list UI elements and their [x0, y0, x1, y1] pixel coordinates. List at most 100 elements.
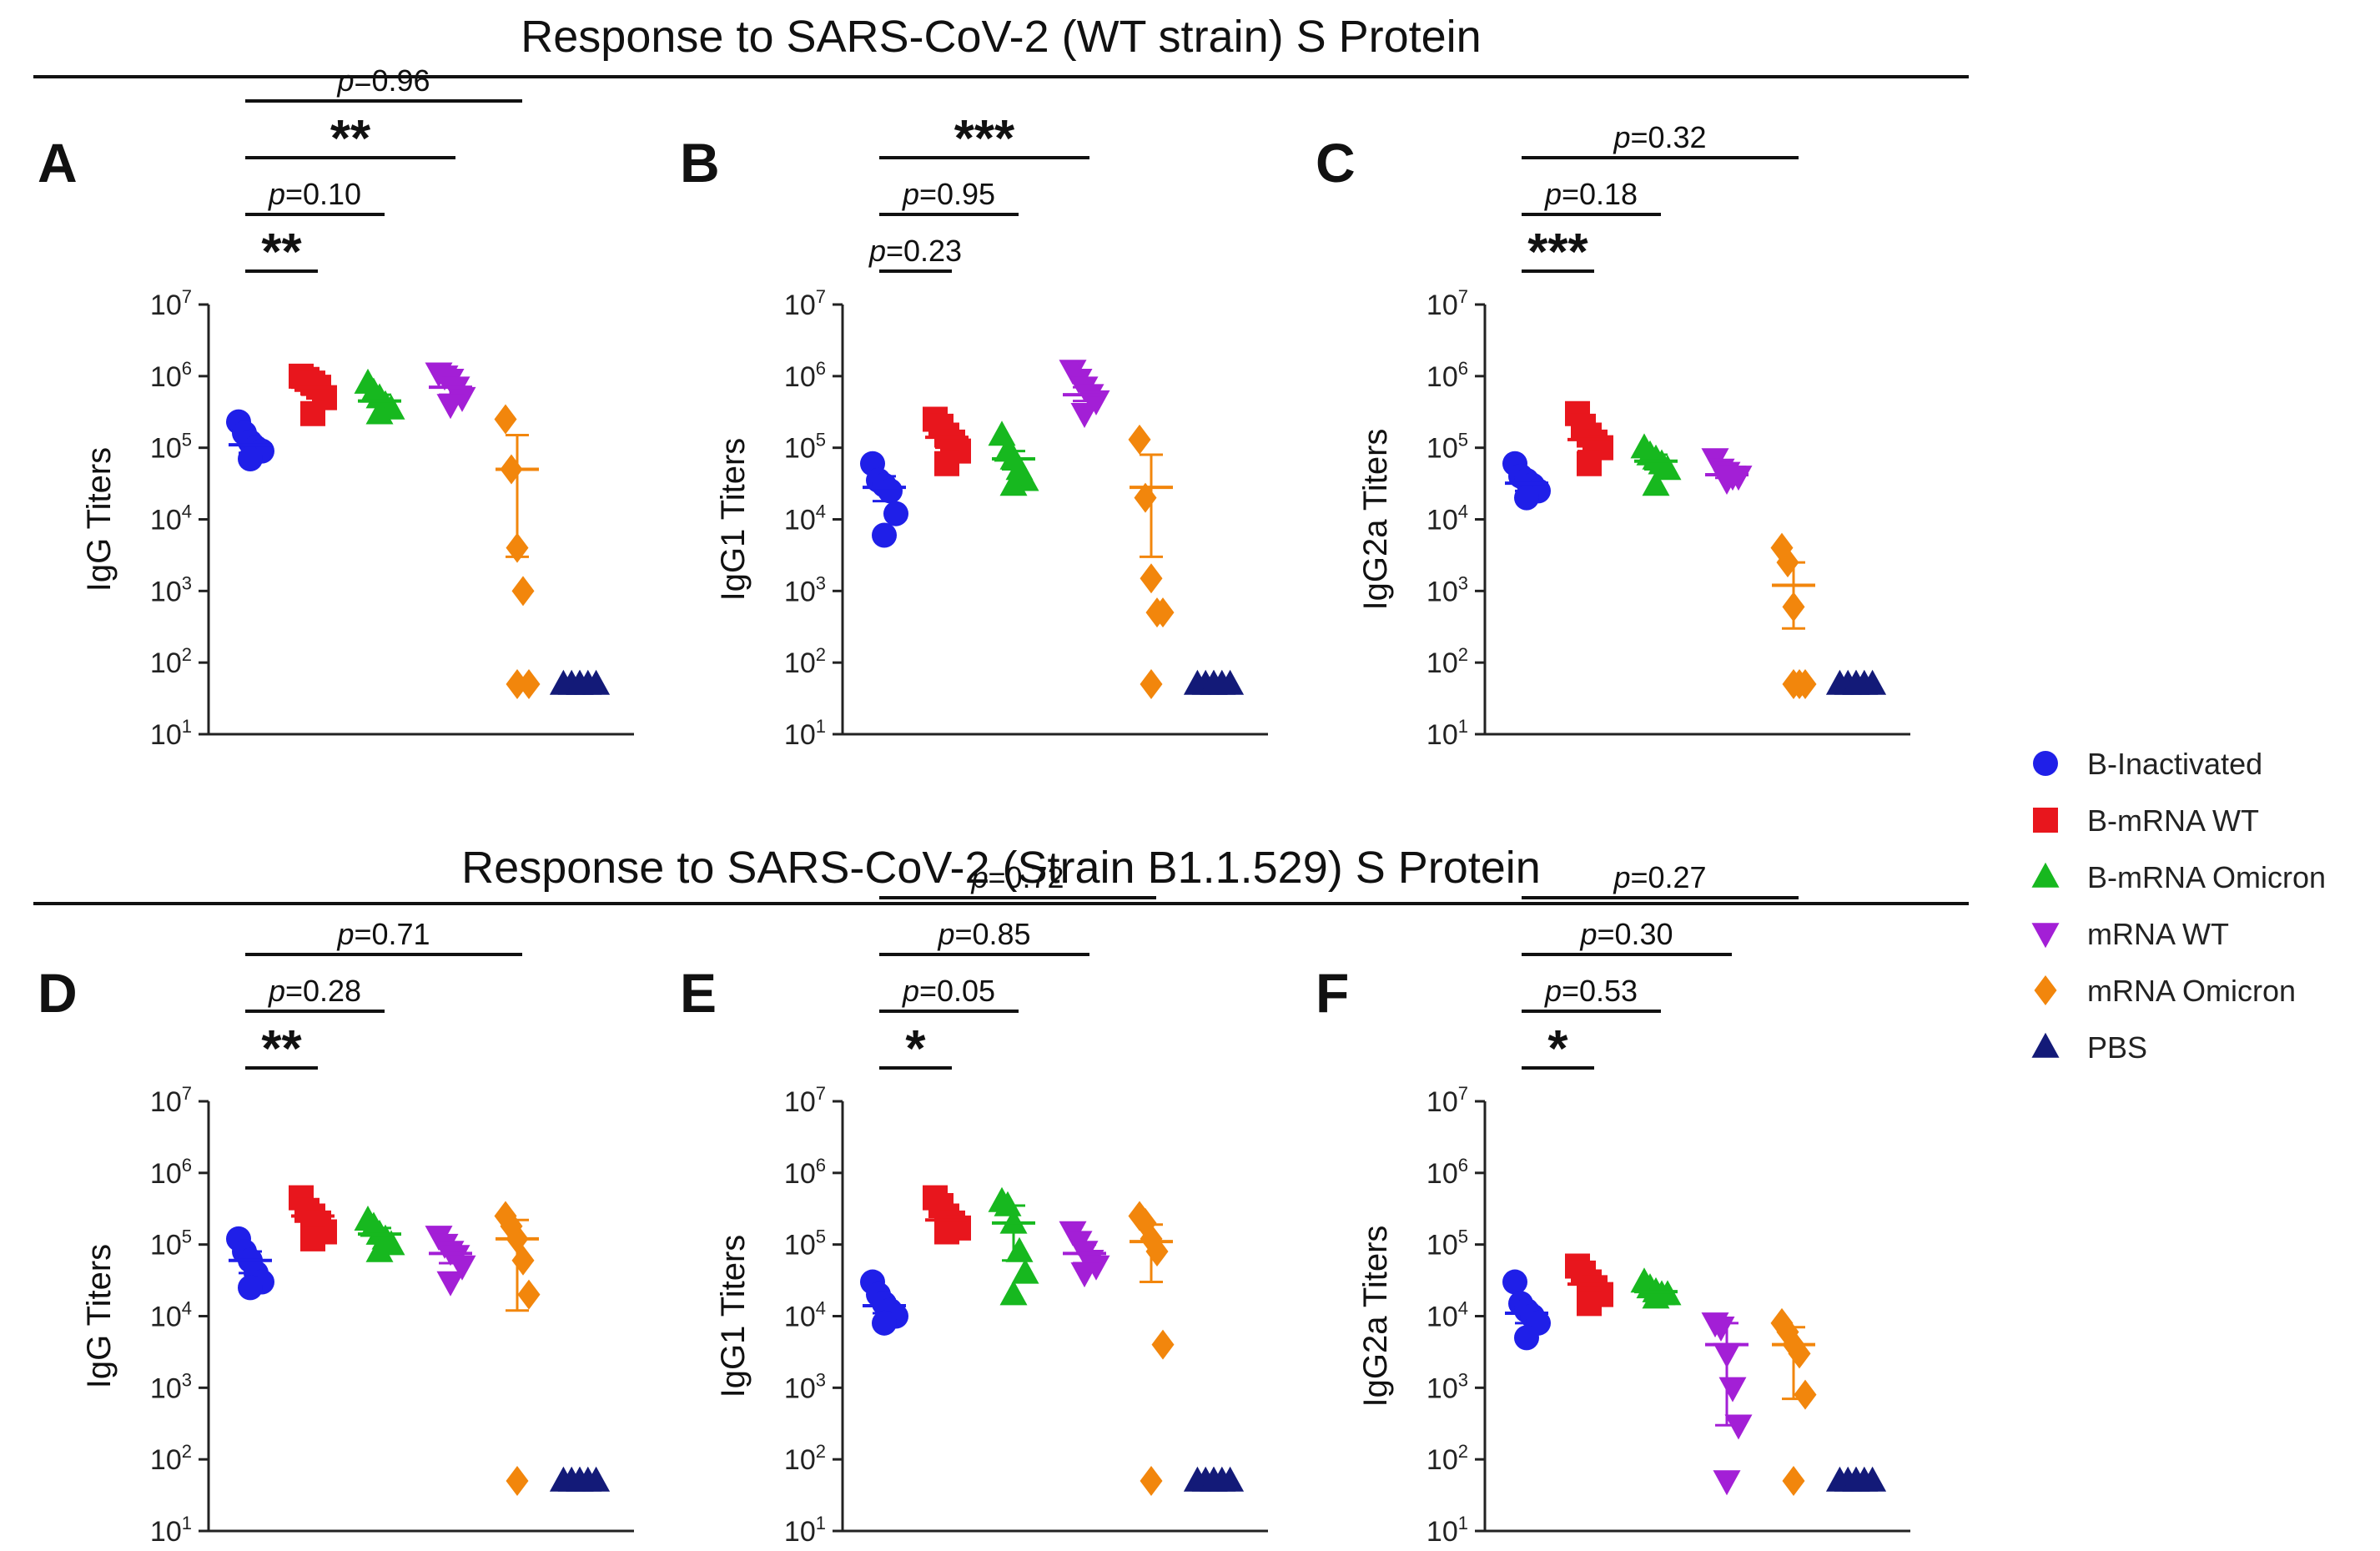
significance-stars: **: [330, 110, 371, 168]
significance-annotation: p=0.27: [1522, 860, 1799, 899]
series-b-inactivated: [1502, 1269, 1551, 1351]
data-point: [1200, 1466, 1228, 1492]
legend-item-b-inactivated: B-Inactivated: [2033, 747, 2262, 781]
p-value-label: p=0.10: [268, 177, 361, 211]
data-point: [436, 1271, 465, 1297]
data-point: [1707, 1317, 1735, 1342]
y-tick-label: 103: [150, 572, 192, 607]
data-point: [999, 1280, 1028, 1306]
series-mrna-omicron: [1770, 1307, 1817, 1497]
significance-stars: **: [261, 1020, 302, 1078]
data-point: [1151, 597, 1175, 628]
y-tick-label: 106: [150, 1155, 192, 1190]
series-pbs: [1825, 1466, 1887, 1492]
data-point: [238, 1275, 263, 1301]
series-mrna-wt: [425, 1226, 476, 1297]
significance-stars: **: [261, 224, 302, 281]
section-title-omicron: Response to SARS-CoV-2 (Strain B1.1.529)…: [461, 843, 1541, 893]
significance-annotation: ***: [879, 110, 1089, 168]
data-point: [436, 394, 465, 420]
legend-item-pbs: PBS: [2031, 1030, 2147, 1065]
significance-annotation: p=0.05: [879, 974, 1019, 1013]
data-point: [1011, 1258, 1039, 1284]
data-point: [365, 399, 394, 425]
series-b-inactivated: [1502, 451, 1551, 511]
significance-stars: ***: [1527, 224, 1588, 281]
legend-label: mRNA Omicron: [2087, 974, 2296, 1008]
data-point: [511, 1245, 535, 1276]
significance-annotation: **: [245, 1020, 318, 1078]
y-tick-label: 103: [150, 1369, 192, 1404]
legend-marker: [2031, 1032, 2060, 1058]
data-point: [878, 478, 903, 504]
data-point: [1140, 669, 1163, 700]
series-b-mrna-wt: [1565, 400, 1613, 476]
y-tick-label: 104: [150, 501, 192, 536]
significance-annotation: p=0.53: [1522, 974, 1661, 1013]
data-point: [883, 501, 908, 526]
series-b-mrna-omicron: [1630, 433, 1682, 496]
y-tick-label: 105: [150, 430, 192, 465]
y-tick-label: 101: [1426, 1513, 1468, 1548]
y-tick-label: 106: [150, 358, 192, 393]
significance-annotation: **: [245, 110, 455, 168]
p-value-label: p=0.53: [1544, 974, 1638, 1008]
panel-D: D 101 102 103 104 105 106 107 IgG Titers ** p=0.28…: [38, 917, 634, 1548]
y-tick-label: 107: [784, 286, 826, 321]
panel-F: F 101 102 103 104 105 106 107 IgG2a Titers * p=0.5…: [1316, 860, 1910, 1548]
p-value-label: p=0.23: [868, 234, 962, 268]
significance-annotation: p=0.10: [245, 177, 385, 216]
p-value-label: p=0.27: [1613, 860, 1706, 894]
data-point: [988, 420, 1016, 446]
y-tick-label: 101: [1426, 716, 1468, 751]
p-value-label: p=0.96: [336, 63, 430, 98]
y-tick-label: 105: [784, 430, 826, 465]
series-mrna-omicron: [1128, 1201, 1175, 1497]
significance-annotation: ***: [1522, 224, 1594, 281]
series-mrna-omicron: [1128, 424, 1175, 700]
y-tick-label: 104: [784, 1298, 826, 1333]
data-point: [494, 404, 517, 435]
series-mrna-omicron: [494, 1201, 541, 1497]
series-mrna-wt: [425, 362, 476, 420]
series-pbs: [1183, 1466, 1245, 1492]
data-point: [1782, 1466, 1805, 1497]
y-tick-label: 107: [784, 1083, 826, 1118]
data-point: [1070, 1262, 1099, 1288]
data-point: [1082, 390, 1110, 415]
significance-annotation: p=0.23: [868, 234, 962, 273]
series-b-mrna-wt: [923, 1185, 971, 1245]
data-point: [1145, 1236, 1169, 1266]
y-tick-label: 106: [784, 358, 826, 393]
y-tick-label: 105: [784, 1226, 826, 1261]
data-point: [872, 1310, 897, 1336]
data-point: [238, 446, 263, 471]
y-tick-label: 103: [784, 1369, 826, 1404]
p-value-label: p=0.05: [902, 974, 995, 1008]
series-b-mrna-omicron: [354, 1206, 405, 1262]
data-point: [1514, 485, 1539, 511]
y-axis-label: IgG Titers: [81, 1244, 118, 1388]
p-value-label: p=0.85: [937, 917, 1030, 951]
series-mrna-wt: [1701, 448, 1753, 496]
p-value-label: p=0.32: [1613, 120, 1706, 154]
y-tick-label: 107: [150, 1083, 192, 1118]
y-tick-label: 107: [1426, 286, 1468, 321]
series-pbs: [1825, 669, 1887, 695]
legend-label: B-Inactivated: [2087, 747, 2262, 781]
legend-item-b-mrna-omicron: B-mRNA Omicron: [2031, 860, 2326, 894]
data-point: [365, 1236, 394, 1262]
y-tick-label: 105: [1426, 430, 1468, 465]
y-tick-label: 104: [150, 1298, 192, 1333]
significance-annotation: p=0.96: [245, 63, 522, 103]
data-point: [1140, 1466, 1163, 1497]
p-value-label: p=0.71: [336, 917, 430, 951]
panel-A: A 101 102 103 104 105 106 107 IgG Titers ** p=0.10…: [38, 63, 634, 751]
p-value-label: p=0.18: [1544, 177, 1638, 211]
data-point: [1577, 451, 1602, 476]
series-b-mrna-omicron: [988, 1186, 1039, 1306]
y-tick-label: 105: [1426, 1226, 1468, 1261]
panel-C: C 101 102 103 104 105 106 107 IgG2a Titers *** p=0…: [1316, 120, 1910, 751]
